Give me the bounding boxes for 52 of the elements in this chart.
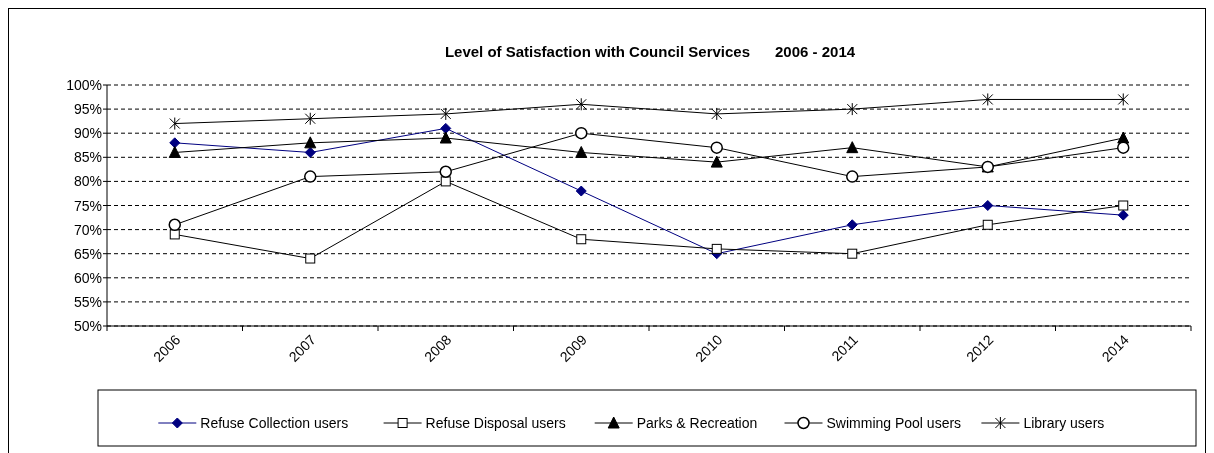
y-tick-label: 75%	[73, 197, 102, 214]
y-tick-label: 90%	[73, 125, 102, 142]
point	[982, 219, 993, 230]
point	[169, 137, 181, 149]
y-tick-label: 95%	[73, 101, 102, 118]
y-tick-label: 70%	[73, 221, 102, 238]
point	[575, 185, 587, 197]
y-tick-label: 100%	[66, 77, 102, 93]
point	[711, 107, 723, 121]
point	[1117, 209, 1129, 221]
point	[304, 146, 316, 158]
point	[846, 170, 859, 183]
point	[846, 141, 859, 154]
chart-title: Level of Satisfaction with Council Services 2006 - 2014	[444, 43, 856, 60]
point	[575, 145, 588, 158]
point	[711, 243, 722, 254]
point	[439, 165, 452, 179]
point	[439, 131, 452, 144]
legend-label: Swimming Pool users	[826, 415, 962, 431]
point	[575, 126, 588, 140]
point	[1118, 200, 1129, 211]
point	[576, 234, 587, 245]
point	[846, 102, 858, 116]
point	[304, 112, 316, 126]
y-tick-label: 55%	[73, 293, 102, 310]
legend-label: Refuse Disposal users	[425, 415, 566, 431]
y-tick-label: 65%	[73, 245, 102, 262]
point	[440, 107, 452, 121]
legend-label: Parks & Recreation	[636, 415, 758, 431]
y-tick-label: 60%	[73, 269, 102, 286]
point	[982, 200, 994, 211]
legend-label: Library users	[1023, 415, 1105, 431]
point	[710, 141, 723, 154]
y-tick-label: 80%	[73, 173, 102, 190]
point	[304, 136, 317, 149]
point	[847, 248, 858, 259]
point	[168, 145, 181, 158]
y-tick-label: 85%	[73, 149, 102, 166]
point	[440, 122, 452, 134]
point	[305, 253, 316, 264]
point	[304, 170, 317, 183]
point	[169, 229, 180, 240]
point	[846, 219, 858, 231]
point	[1117, 92, 1129, 106]
point	[168, 218, 181, 232]
y-tick-label: 50%	[73, 318, 102, 334]
point	[982, 92, 994, 106]
point	[440, 176, 451, 187]
point	[169, 117, 181, 131]
point	[710, 155, 723, 168]
legend-label: Refuse Collection users	[200, 415, 349, 431]
point	[575, 97, 587, 111]
